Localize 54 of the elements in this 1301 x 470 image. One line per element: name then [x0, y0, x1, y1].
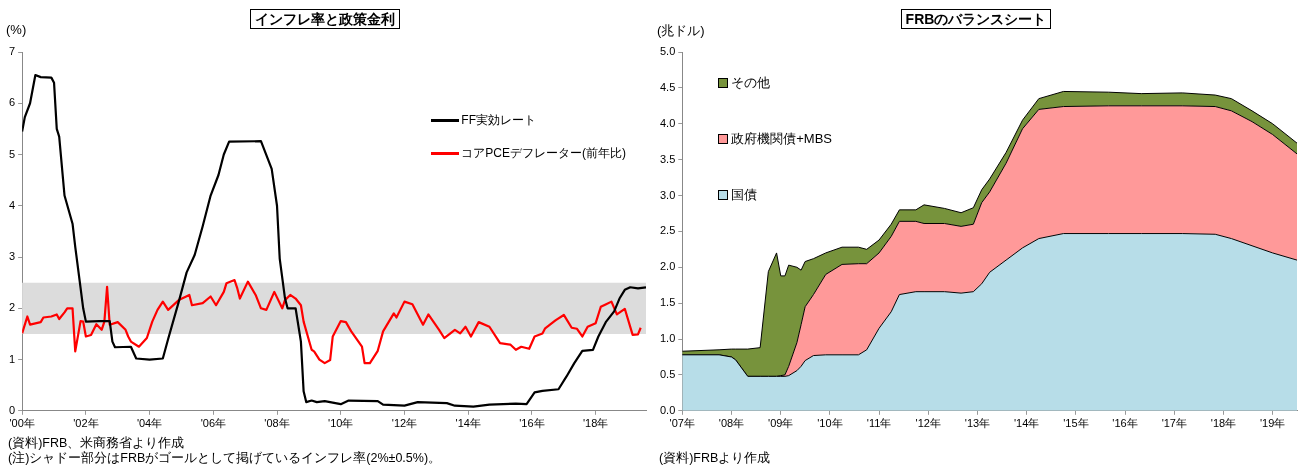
- legend-label: その他: [731, 74, 771, 92]
- x-tick-label: '19年: [1259, 417, 1286, 430]
- legend-label: 国債: [731, 186, 758, 204]
- y-tick-label: 2.5: [659, 224, 676, 237]
- x-tick-label: '11年: [866, 417, 892, 430]
- x-tick-label: '04年: [136, 417, 163, 430]
- legend-label: 政府機関債+MBS: [731, 130, 833, 148]
- x-tick-label: '15年: [1063, 417, 1089, 430]
- y-tick-label: 1.5: [659, 296, 676, 309]
- x-tick-label: '08年: [264, 417, 290, 430]
- x-tick-label: '07年: [669, 417, 695, 430]
- y-tick-label: 2.0: [659, 260, 676, 273]
- x-tick-label: '12年: [915, 417, 941, 430]
- chart-title: インフレ率と政策金利: [250, 9, 400, 29]
- x-tick-label: '14年: [1014, 417, 1040, 430]
- x-tick-label: '02年: [73, 417, 99, 430]
- x-tick-label: '13年: [964, 417, 991, 430]
- y-tick-label: 4.5: [659, 80, 676, 93]
- x-tick-label: '14年: [455, 417, 481, 430]
- legend-label: FF実効レート: [461, 112, 536, 129]
- text: (資料)FRB、米商務省より作成: [8, 436, 186, 451]
- y-tick-label: 4.0: [659, 116, 676, 129]
- y-axis-title: (兆ドル): [657, 22, 705, 40]
- x-tick-label: '16年: [1112, 417, 1138, 430]
- y-tick-label: 5: [8, 147, 16, 160]
- y-tick-label: 1.0: [659, 332, 676, 345]
- text: (注)シャドー部分はFRBがゴールとして掲げているインフレ率(2%±0.5%)。: [8, 451, 442, 466]
- x-tick-label: '16年: [519, 417, 545, 430]
- x-tick-label: '00年: [9, 417, 35, 430]
- y-tick-label: 3.5: [659, 152, 676, 165]
- y-tick-label: 3: [8, 250, 16, 263]
- x-tick-label: '17年: [1161, 417, 1187, 430]
- y-tick-label: 3.0: [659, 188, 676, 201]
- x-tick-label: '12年: [391, 417, 418, 430]
- y-tick-label: 1: [8, 352, 16, 365]
- y-tick-label: 4: [8, 198, 16, 211]
- y-tick-label: 6: [8, 96, 16, 109]
- y-tick-label: 0: [8, 403, 16, 416]
- chart-title: FRBのバランスシート: [900, 9, 1052, 29]
- x-tick-label: '10年: [328, 417, 354, 430]
- x-tick-label: '18年: [583, 417, 609, 430]
- x-tick-label: '18年: [1210, 417, 1237, 430]
- text: (資料)FRBより作成: [659, 451, 771, 466]
- y-tick-label: 0.0: [659, 403, 676, 416]
- y-tick-label: 5.0: [659, 45, 676, 58]
- x-tick-label: '10年: [817, 417, 843, 430]
- y-axis-title: (%): [6, 22, 27, 37]
- legend-label: コアPCEデフレーター(前年比): [461, 145, 626, 162]
- y-tick-label: 7: [8, 45, 16, 58]
- y-tick-label: 0.5: [659, 367, 676, 380]
- x-tick-label: '09年: [768, 417, 794, 430]
- x-tick-label: '08年: [718, 417, 745, 430]
- x-tick-label: '06年: [200, 417, 226, 430]
- y-tick-label: 2: [8, 301, 16, 314]
